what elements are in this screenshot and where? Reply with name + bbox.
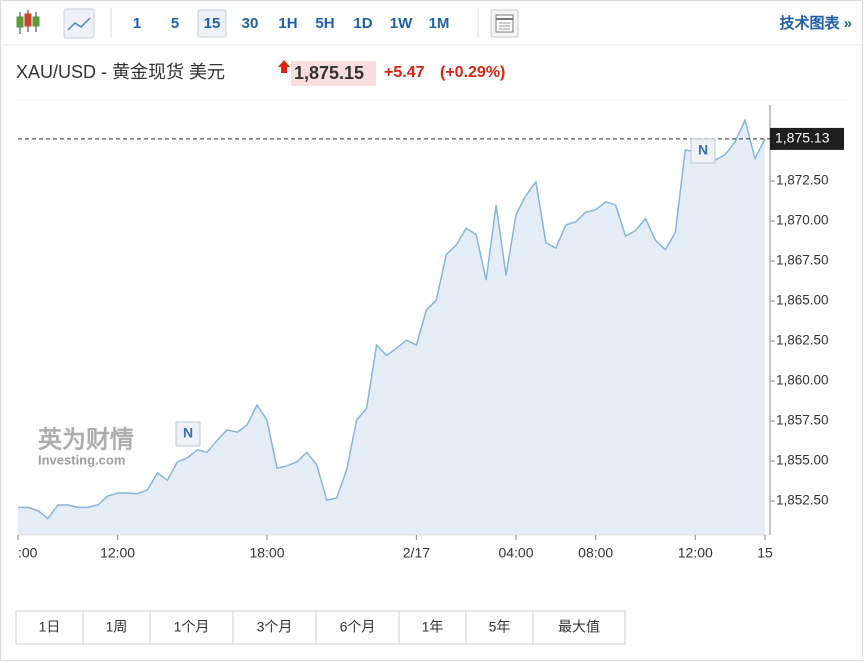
y-tick-label: 1,870.00 xyxy=(776,213,829,228)
range-button[interactable]: 1个月 xyxy=(174,619,210,635)
last-price-label: 1,875.13 xyxy=(775,130,830,146)
interval-button[interactable]: 5H xyxy=(315,15,334,32)
range-button-box[interactable] xyxy=(398,610,467,645)
x-tick-label: 12:00 xyxy=(100,545,135,561)
range-button[interactable]: 1日 xyxy=(39,619,61,635)
interval-button[interactable]: 1H xyxy=(278,15,297,32)
range-button-box[interactable] xyxy=(149,610,234,645)
selected-interval xyxy=(197,9,227,38)
x-tick-label: 2/17 xyxy=(403,545,430,561)
price-line xyxy=(18,117,766,520)
line-icon[interactable] xyxy=(63,8,95,39)
y-tick-label: 1,867.50 xyxy=(776,253,829,268)
watermark-brand: 英为财情 xyxy=(38,426,134,453)
x-tick-label: 15 xyxy=(757,545,773,561)
range-button-box[interactable] xyxy=(532,610,626,645)
news-marker-label: N xyxy=(698,142,708,158)
news-marker-label: N xyxy=(183,425,193,441)
watermark-site: Investing.com xyxy=(38,452,125,467)
news-marker[interactable]: N xyxy=(175,421,201,447)
interval-button[interactable]: 1W xyxy=(390,15,413,32)
last-price-box xyxy=(770,127,844,150)
up-arrow xyxy=(278,60,290,73)
range-button[interactable]: 6个月 xyxy=(340,619,376,635)
interval-button[interactable]: 15 xyxy=(204,15,221,32)
y-tick-label: 1,865.00 xyxy=(776,293,829,308)
tech-chart-link[interactable]: 技术图表 » xyxy=(779,14,852,32)
interval-button[interactable]: 30 xyxy=(242,15,259,32)
y-tick-label: 1,857.50 xyxy=(776,413,829,428)
range-button[interactable]: 5年 xyxy=(489,619,511,635)
y-tick-label: 1,872.50 xyxy=(776,173,829,188)
table-icon[interactable] xyxy=(490,9,519,38)
x-tick-label: 08:00 xyxy=(578,545,613,561)
x-tick-label: 04:00 xyxy=(498,545,533,561)
area xyxy=(18,120,765,535)
interval-button[interactable]: 1M xyxy=(429,15,450,32)
symbol: XAU/USD - 黄金现货 美元 xyxy=(16,62,225,82)
range-button-box[interactable] xyxy=(82,610,151,645)
y-tick-label: 1,860.00 xyxy=(776,373,829,388)
range-button-box[interactable] xyxy=(15,610,84,645)
range-button[interactable]: 1周 xyxy=(106,619,128,635)
candle-icon[interactable] xyxy=(16,10,40,34)
x-tick-label: :00 xyxy=(18,545,38,561)
plot: 1,852.50 1,855.00 1,857.50 1,860.00 1,862.50… xyxy=(17,105,844,561)
range-button[interactable]: 3个月 xyxy=(257,619,293,635)
range-button[interactable]: 最大值 xyxy=(558,619,600,635)
y-tick-label: 1,852.50 xyxy=(776,493,829,508)
x-tick-label: 12:00 xyxy=(678,545,713,561)
y-tick-label: 1,855.00 xyxy=(776,453,829,468)
interval-button[interactable]: 1 xyxy=(133,15,141,32)
interval-button[interactable]: 1D xyxy=(353,15,372,32)
x-tick-label: 18:00 xyxy=(249,545,284,561)
change: +5.47 xyxy=(384,64,425,81)
range-button-box[interactable] xyxy=(232,610,317,645)
news-marker[interactable]: N xyxy=(690,138,716,164)
price-highlight xyxy=(291,61,376,86)
price: 1,875.15 xyxy=(294,63,364,83)
y-tick-label: 1,862.50 xyxy=(776,333,829,348)
interval-button[interactable]: 5 xyxy=(171,15,179,32)
range-button-box[interactable] xyxy=(315,610,400,645)
range-button[interactable]: 1年 xyxy=(422,619,444,635)
change-pct: (+0.29%) xyxy=(440,64,505,81)
